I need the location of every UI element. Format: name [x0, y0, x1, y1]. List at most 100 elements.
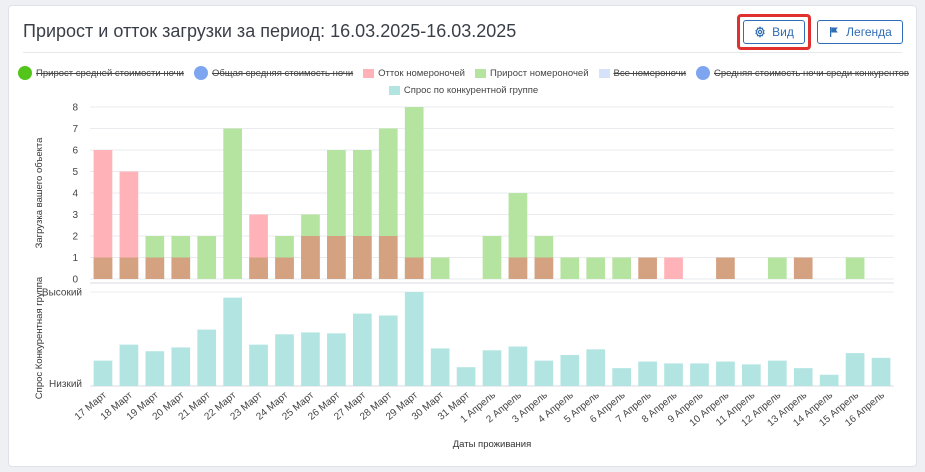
legend-item[interactable]: Спрос по конкурентной группе [388, 85, 538, 96]
overlap-bar [327, 236, 346, 279]
overlap-bar [793, 257, 813, 279]
demand-bar [171, 347, 191, 386]
chart-card: Прирост и отток загрузки за период: 16.0… [8, 5, 917, 467]
growth-bar [560, 257, 580, 279]
demand-bar [638, 361, 657, 386]
growth-bar [612, 257, 632, 279]
demand-bar [352, 313, 372, 386]
legend-item[interactable]: Прирост номероночей [475, 68, 589, 79]
demand-bar [664, 363, 683, 386]
outflow-bar [664, 257, 683, 279]
y-tick-label: 4 [72, 189, 78, 200]
overlap-bar [404, 257, 424, 279]
growth-bar [404, 107, 424, 279]
legend-item[interactable]: Прирост средней стоимости ночи [18, 66, 184, 80]
chart-legend-row-2: Спрос по конкурентной группе [9, 85, 918, 96]
growth-bar [197, 236, 217, 279]
legend-swatch [475, 68, 486, 78]
overlap-bar [352, 236, 372, 279]
overlap-bar [171, 257, 191, 279]
view-button-label: Вид [772, 25, 794, 39]
demand-bar [93, 360, 113, 386]
overlap-bar [638, 257, 657, 279]
gear-icon [755, 26, 765, 38]
demand-bar [249, 344, 268, 386]
growth-bar [767, 257, 787, 279]
overlap-bar [508, 257, 528, 279]
demand-bar [560, 354, 580, 386]
y-axis-title-bottom: Спрос Конкурентная группа [34, 276, 45, 399]
demand-bar [327, 333, 346, 386]
chart-legend-row-1: Прирост средней стоимости ночи Общая сред… [9, 66, 918, 80]
legend-swatch [363, 68, 375, 78]
growth-bar [430, 257, 450, 279]
legend-label: Все номероночи [613, 67, 687, 79]
legend-item[interactable]: Общая средняя стоимость ночи [193, 66, 354, 80]
y-tick-label: 6 [72, 146, 78, 157]
demand-bar [508, 346, 528, 386]
demand-bar [534, 360, 554, 386]
demand-bar [845, 353, 865, 386]
overlap-bar [249, 257, 268, 279]
demand-bar [767, 360, 787, 386]
demand-bar [742, 364, 761, 386]
y-tick-label: 2 [72, 232, 78, 243]
overlap-bar [301, 236, 320, 279]
demand-bar [690, 363, 709, 386]
overlap-bar [275, 257, 294, 279]
legend-label: Отток номероночей [378, 67, 465, 79]
growth-bar [223, 128, 242, 279]
legend-item[interactable]: Все номероночи [598, 67, 687, 79]
y-tick-label: 5 [72, 167, 78, 178]
overlap-bar [378, 236, 398, 279]
demand-bar [223, 297, 242, 386]
overlap-bar [119, 257, 139, 279]
legend-swatch [388, 86, 400, 95]
overlap-bar [534, 257, 554, 279]
legend-label: Средняя стоимость ночи среди конкурентов [714, 67, 909, 79]
y-tick-label: 1 [72, 253, 78, 264]
demand-bar [871, 357, 891, 386]
legend-swatch [598, 68, 610, 78]
demand-bar [430, 348, 450, 386]
flag-icon [830, 27, 838, 37]
legend-label: Общая средняя стоимость ночи [211, 67, 354, 79]
y-axis-title-top: Загрузка вашего объекта [34, 137, 45, 249]
y-tick-label: 8 [72, 103, 78, 114]
view-button-highlight [737, 14, 811, 50]
y-tick-label: Низкий [49, 379, 82, 390]
growth-bar [482, 236, 502, 279]
demand-bar [119, 344, 139, 386]
legend-button[interactable]: Легенда [817, 20, 903, 44]
page-title: Прирост и отток загрузки за период: 16.0… [23, 21, 517, 41]
overlap-bar [93, 257, 113, 279]
demand-bar [793, 368, 813, 386]
demand-bar [404, 292, 424, 386]
demand-bar [378, 315, 398, 386]
demand-bar [819, 374, 839, 386]
y-tick-label: Высокий [42, 288, 82, 299]
demand-bar [456, 367, 476, 386]
demand-bar [586, 349, 606, 386]
outflow-bar [119, 171, 139, 279]
overlap-bar [716, 257, 735, 279]
growth-bar [586, 257, 606, 279]
legend-label: Прирост средней стоимости ночи [36, 67, 184, 79]
demand-bar [612, 368, 632, 386]
y-tick-label: 0 [72, 275, 78, 286]
y-tick-label: 3 [72, 210, 78, 221]
demand-bar [482, 350, 502, 386]
overlap-bar [145, 257, 165, 279]
view-button[interactable]: Вид [743, 20, 805, 44]
legend-item[interactable]: Средняя стоимость ночи среди конкурентов [696, 66, 909, 80]
demand-bar [145, 351, 165, 386]
demand-bar [716, 361, 735, 386]
demand-bar [301, 332, 320, 386]
growth-bar [845, 257, 865, 279]
legend-swatch [18, 66, 33, 80]
outflow-bar [93, 150, 113, 279]
legend-item[interactable]: Отток номероночей [363, 68, 465, 79]
x-axis-title: Даты проживания [453, 439, 532, 450]
y-tick-label: 7 [72, 124, 78, 135]
